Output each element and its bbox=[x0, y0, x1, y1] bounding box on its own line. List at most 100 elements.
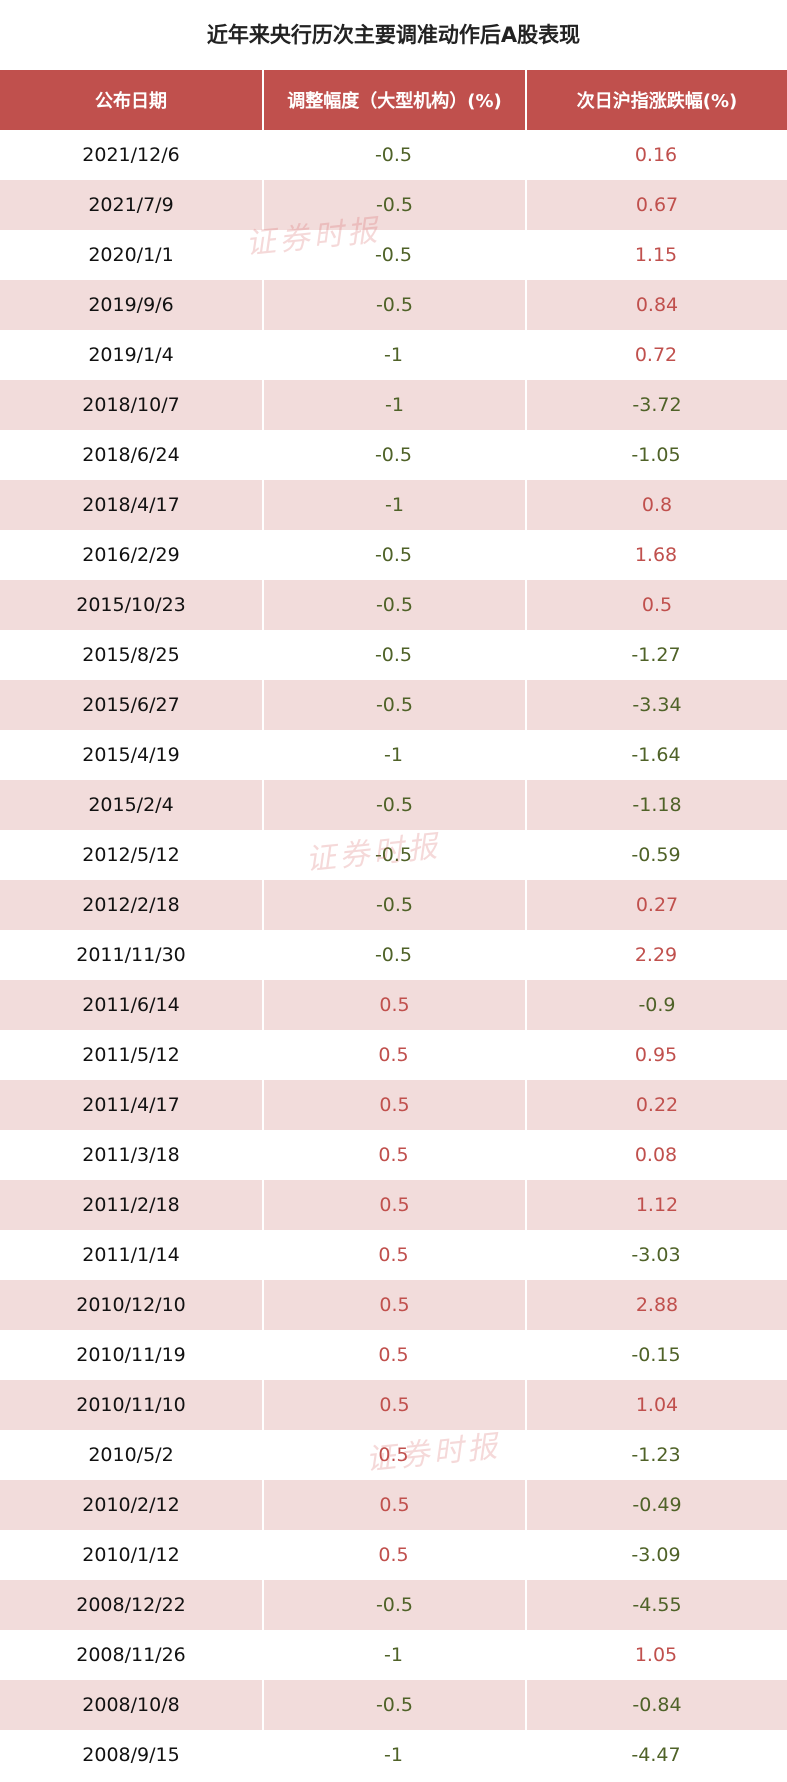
cell-adjustment: -0.5 bbox=[374, 844, 413, 866]
table-row: 2008/10/8 -0.5 -0.84 bbox=[0, 1680, 787, 1730]
cell-next-day-change: 2.29 bbox=[634, 944, 678, 966]
cell-adjustment: -1 bbox=[262, 380, 525, 430]
cell-date: 2012/2/18 bbox=[82, 894, 180, 916]
cell-next-day-change: 0.27 bbox=[525, 880, 787, 930]
cell-date: 2011/3/18 bbox=[82, 1144, 180, 1166]
table-row: 2015/8/25 -0.5 -1.27 bbox=[0, 630, 787, 680]
cell-date: 2016/2/29 bbox=[82, 544, 180, 566]
cell-next-day-change: -4.55 bbox=[525, 1580, 787, 1630]
cell-next-day-change: -4.47 bbox=[631, 1744, 681, 1766]
cell-adjustment: 0.5 bbox=[262, 1180, 525, 1230]
table-row: 2018/4/17 -1 0.8 bbox=[0, 480, 787, 530]
table-row: 2008/9/15 -1 -4.47 bbox=[0, 1730, 787, 1780]
cell-next-day-change: 1.04 bbox=[525, 1380, 787, 1430]
cell-adjustment: -0.5 bbox=[262, 580, 525, 630]
cell-adjustment: -0.5 bbox=[374, 544, 413, 566]
cell-date: 2015/6/27 bbox=[82, 694, 180, 716]
cell-next-day-change: 1.12 bbox=[525, 1180, 787, 1230]
cell-adjustment: 0.5 bbox=[378, 1144, 409, 1166]
cell-adjustment: 0.5 bbox=[262, 1280, 525, 1330]
cell-date: 2020/1/1 bbox=[88, 244, 174, 266]
cell-date: 2010/12/10 bbox=[76, 1294, 186, 1316]
cell-next-day-change: -1.64 bbox=[631, 744, 681, 766]
cell-date: 2021/12/6 bbox=[82, 144, 180, 166]
table-row: 2019/9/6 -0.5 0.84 bbox=[0, 280, 787, 330]
page-title: 近年来央行历次主要调准动作后A股表现 bbox=[206, 23, 581, 47]
cell-adjustment: 0.5 bbox=[262, 1480, 525, 1530]
cell-adjustment: 0.5 bbox=[378, 1044, 409, 1066]
cell-date: 2018/10/7 bbox=[82, 394, 180, 416]
table-row: 2008/11/26 -1 1.05 bbox=[0, 1630, 787, 1680]
cell-next-day-change: -0.49 bbox=[525, 1480, 787, 1530]
table-row: 2016/2/29 -0.5 1.68 bbox=[0, 530, 787, 580]
cell-date: 2018/4/17 bbox=[82, 494, 180, 516]
cell-date: 2012/5/12 bbox=[82, 844, 180, 866]
cell-date: 2015/8/25 bbox=[82, 644, 180, 666]
cell-date: 2008/9/15 bbox=[82, 1744, 180, 1766]
cell-date: 2018/6/24 bbox=[82, 444, 180, 466]
table-row: 2021/7/9 -0.5 0.67 bbox=[0, 180, 787, 230]
table-row: 2015/6/27 -0.5 -3.34 bbox=[0, 680, 787, 730]
cell-next-day-change: 0.84 bbox=[525, 280, 787, 330]
table-row: 2012/2/18 -0.5 0.27 bbox=[0, 880, 787, 930]
cell-date: 2021/7/9 bbox=[88, 194, 174, 216]
table-row: 2011/11/30 -0.5 2.29 bbox=[0, 930, 787, 980]
cell-next-day-change: 0.08 bbox=[634, 1144, 678, 1166]
table-header: 公布日期 调整幅度（大型机构）(%) 次日沪指涨跌幅(%) bbox=[0, 70, 787, 130]
cell-next-day-change: -3.03 bbox=[631, 1244, 681, 1266]
table-row: 2018/6/24 -0.5 -1.05 bbox=[0, 430, 787, 480]
cell-next-day-change: 0.22 bbox=[525, 1080, 787, 1130]
cell-date: 2008/11/26 bbox=[76, 1644, 186, 1666]
data-table: 公布日期 调整幅度（大型机构）(%) 次日沪指涨跌幅(%) 2021/12/6 -… bbox=[0, 70, 787, 1780]
cell-date: 2019/9/6 bbox=[88, 294, 174, 316]
cell-next-day-change: 1.15 bbox=[634, 244, 678, 266]
cell-date: 2011/2/18 bbox=[82, 1194, 180, 1216]
table-row: 2011/4/17 0.5 0.22 bbox=[0, 1080, 787, 1130]
cell-adjustment: -1 bbox=[384, 344, 403, 366]
cell-adjustment: -0.5 bbox=[374, 644, 413, 666]
table-row: 2010/12/10 0.5 2.88 bbox=[0, 1280, 787, 1330]
cell-date: 2008/12/22 bbox=[76, 1594, 186, 1616]
cell-next-day-change: -1.18 bbox=[525, 780, 787, 830]
cell-adjustment: 0.5 bbox=[262, 1380, 525, 1430]
cell-date: 2011/6/14 bbox=[82, 994, 180, 1016]
cell-adjustment: -1 bbox=[384, 1744, 403, 1766]
cell-next-day-change: 0.67 bbox=[525, 180, 787, 230]
cell-date: 2011/1/14 bbox=[82, 1244, 180, 1266]
cell-date: 2015/4/19 bbox=[82, 744, 180, 766]
cell-adjustment: -0.5 bbox=[262, 1680, 525, 1730]
cell-next-day-change: 0.16 bbox=[634, 144, 678, 166]
table-row: 2008/12/22 -0.5 -4.55 bbox=[0, 1580, 787, 1630]
cell-date: 2010/11/10 bbox=[76, 1394, 186, 1416]
cell-adjustment: -0.5 bbox=[374, 444, 413, 466]
header-date: 公布日期 bbox=[95, 91, 167, 112]
cell-adjustment: -0.5 bbox=[262, 680, 525, 730]
cell-adjustment: 0.5 bbox=[378, 1344, 409, 1366]
cell-adjustment: -0.5 bbox=[262, 780, 525, 830]
cell-next-day-change: -0.15 bbox=[631, 1344, 681, 1366]
table-row: 2015/10/23 -0.5 0.5 bbox=[0, 580, 787, 630]
cell-adjustment: -0.5 bbox=[374, 144, 413, 166]
cell-date: 2010/2/12 bbox=[82, 1494, 180, 1516]
cell-next-day-change: -0.9 bbox=[525, 980, 787, 1030]
table-row: 2011/3/18 0.5 0.08 bbox=[0, 1130, 787, 1180]
cell-next-day-change: 0.8 bbox=[525, 480, 787, 530]
cell-next-day-change: 0.5 bbox=[525, 580, 787, 630]
cell-next-day-change: -1.23 bbox=[631, 1444, 681, 1466]
cell-next-day-change: 1.05 bbox=[634, 1644, 678, 1666]
cell-date: 2008/10/8 bbox=[82, 1694, 180, 1716]
table-row: 2015/4/19 -1 -1.64 bbox=[0, 730, 787, 780]
cell-next-day-change: -3.72 bbox=[525, 380, 787, 430]
cell-adjustment: 0.5 bbox=[378, 1444, 409, 1466]
cell-date: 2015/2/4 bbox=[88, 794, 174, 816]
cell-next-day-change: -0.59 bbox=[631, 844, 681, 866]
cell-date: 2011/11/30 bbox=[76, 944, 186, 966]
cell-next-day-change: -1.05 bbox=[631, 444, 681, 466]
cell-next-day-change: 0.95 bbox=[634, 1044, 678, 1066]
table-row: 2021/12/6 -0.5 0.16 bbox=[0, 130, 787, 180]
cell-next-day-change: -3.09 bbox=[631, 1544, 681, 1566]
cell-date: 2011/5/12 bbox=[82, 1044, 180, 1066]
cell-adjustment: -1 bbox=[262, 480, 525, 530]
table-body: 2021/12/6 -0.5 0.16 2021/7/9 -0.5 0.67 2020/1/… bbox=[0, 130, 787, 1780]
table-row: 2018/10/7 -1 -3.72 bbox=[0, 380, 787, 430]
